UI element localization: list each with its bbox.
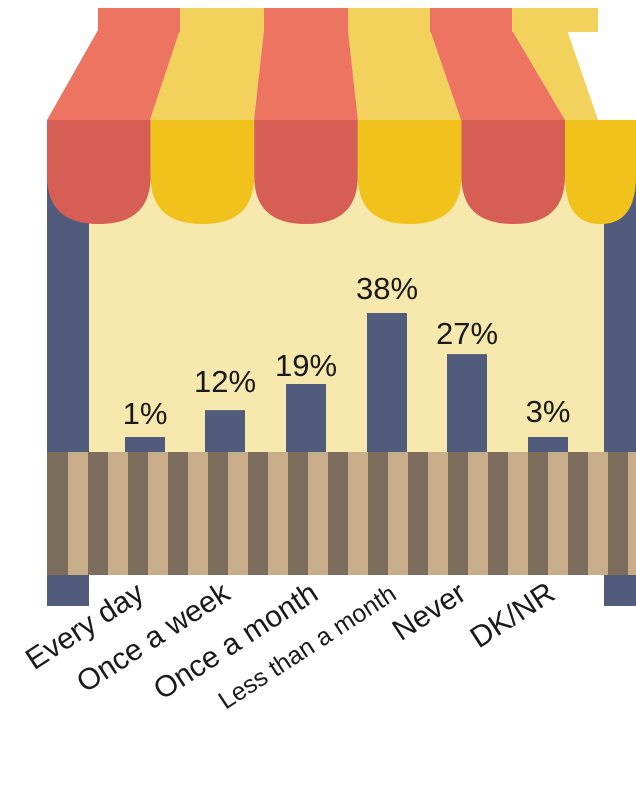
awning-cap-stripe: [348, 8, 430, 32]
awning-top-stripe: [150, 30, 264, 120]
bars-layer: [125, 313, 568, 455]
counter-stripe: [188, 452, 208, 575]
counter-stripe: [428, 452, 448, 575]
awning-top-stripe: [512, 30, 598, 120]
awning-top-stripe: [47, 30, 180, 120]
awning-scallop: [461, 120, 565, 224]
bar-dk-nr: [528, 437, 568, 455]
shop-illustration: [47, 8, 636, 606]
value-label-every-day: 1%: [123, 396, 168, 431]
bar-never: [447, 354, 487, 455]
counter-stripe: [308, 452, 328, 575]
counter-stripe: [388, 452, 408, 575]
awning-scallop: [47, 120, 151, 224]
bar-once-a-month: [286, 384, 326, 455]
counter-stripe: [228, 452, 248, 575]
value-label-less-than-a-month: 38%: [356, 271, 418, 306]
category-label-never: Never: [387, 576, 472, 647]
awning-scallop: [357, 120, 462, 224]
value-label-dk-nr: 3%: [526, 394, 571, 429]
awning: [47, 8, 636, 224]
awning-cap-stripe: [98, 8, 180, 32]
counter-stripe: [148, 452, 168, 575]
counter-stripe: [108, 452, 128, 575]
counter-stripe: [348, 452, 368, 575]
category-labels: Every day Once a week Once a month Less …: [20, 576, 561, 715]
counter-stripe: [628, 452, 636, 575]
awning-top-stripe: [430, 30, 565, 120]
counter-base: [47, 452, 636, 575]
bar-once-a-week: [205, 410, 245, 455]
awning-scallop: [565, 120, 636, 224]
awning-scallop: [150, 120, 255, 224]
bar-less-than-a-month: [367, 313, 407, 455]
awning-scallop: [254, 120, 358, 224]
awning-cap-stripe: [430, 8, 512, 32]
value-label-once-a-week: 12%: [194, 364, 256, 399]
value-labels: 1% 12% 19% 38% 27% 3%: [123, 271, 571, 431]
counter: [47, 452, 636, 575]
counter-stripe: [588, 452, 608, 575]
counter-stripe: [68, 452, 88, 575]
bar-every-day: [125, 437, 165, 455]
value-label-never: 27%: [436, 316, 498, 351]
awning-cap-stripe: [180, 8, 264, 32]
counter-stripe: [508, 452, 528, 575]
awning-cap-stripe: [264, 8, 348, 32]
value-label-once-a-month: 19%: [275, 348, 337, 383]
awning-top-stripe: [254, 30, 358, 120]
awning-top-stripe: [348, 30, 461, 120]
counter-stripe: [268, 452, 288, 575]
counter-stripe: [468, 452, 488, 575]
counter-stripe: [548, 452, 568, 575]
awning-cap-stripe: [512, 8, 598, 32]
category-label-dk-nr: DK/NR: [465, 576, 561, 655]
